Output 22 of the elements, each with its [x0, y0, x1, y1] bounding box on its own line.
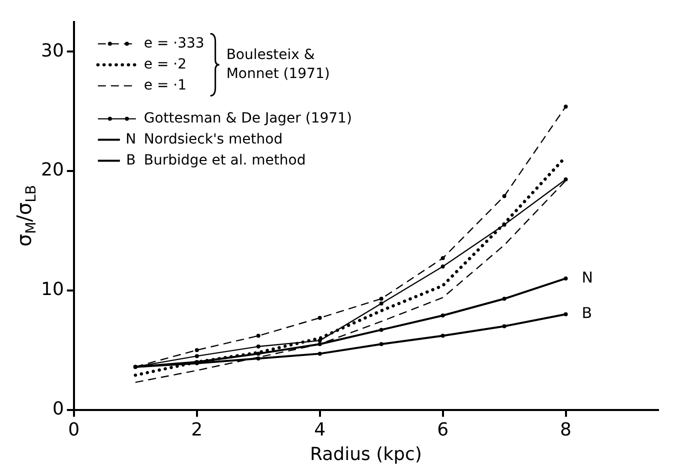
x-axis-title: Radius (kpc): [310, 444, 422, 465]
annotation: N: [582, 268, 594, 286]
x-tick-label: 4: [314, 419, 326, 440]
x-tick-label: 6: [437, 419, 449, 440]
legend-label: e = ·2: [144, 56, 187, 72]
legend-label: Burbidge et al. method: [144, 152, 306, 168]
text: B: [126, 152, 136, 168]
y-tick-label: 0: [52, 398, 64, 420]
legend-label: Nordsieck's method: [144, 131, 283, 148]
legend-label: e = ·1: [144, 77, 187, 94]
legend-label: Gottesman & De Jager (1971): [144, 110, 352, 126]
y-tick-label: 30: [41, 40, 64, 62]
annotation: B: [582, 304, 592, 322]
x-tick-label: 8: [560, 419, 572, 440]
y-axis-title: σM/σLB: [12, 185, 40, 247]
y-tick-label: 10: [41, 279, 64, 300]
annotation: Boulesteix & Monnet (1971): [226, 46, 330, 82]
legend-label: e = ·333: [144, 35, 204, 52]
text: N: [126, 131, 136, 148]
x-tick-label: 0: [68, 419, 80, 440]
x-tick-label: 2: [191, 419, 203, 440]
y-tick-label: 20: [41, 160, 64, 181]
